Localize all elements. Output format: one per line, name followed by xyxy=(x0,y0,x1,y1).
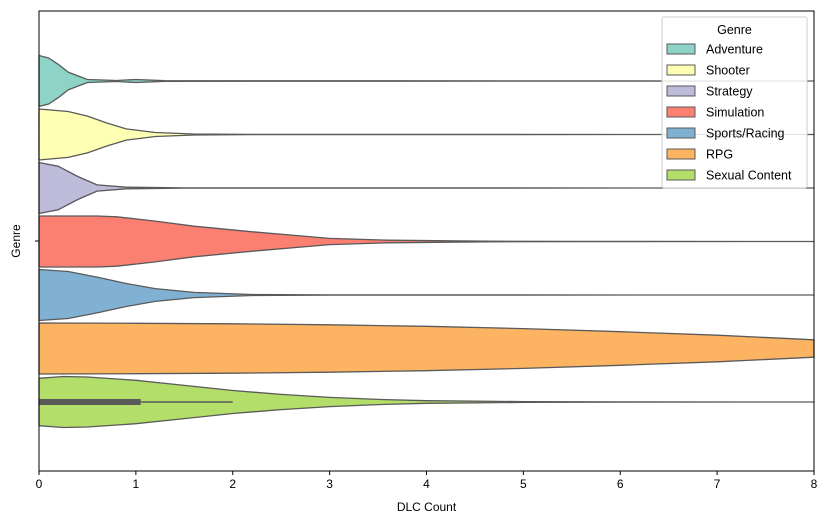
legend-swatch-3 xyxy=(666,106,696,118)
violin-1 xyxy=(38,108,815,161)
violin-2 xyxy=(38,161,815,215)
x-tick-label: 1 xyxy=(133,477,140,491)
legend-swatch-0 xyxy=(666,43,696,55)
x-tick-label: 8 xyxy=(811,477,818,491)
legend-label-1: Shooter xyxy=(706,64,750,78)
legend-label-5: RPG xyxy=(706,148,733,162)
legend-label-2: Strategy xyxy=(706,85,753,99)
violin-3 xyxy=(38,215,815,268)
legend-label-3: Simulation xyxy=(706,106,764,120)
legend-label-4: Sports/Racing xyxy=(706,127,785,141)
legend-swatch-2 xyxy=(666,85,696,97)
violin-4 xyxy=(38,268,815,322)
x-tick-label: 3 xyxy=(326,477,333,491)
legend-box xyxy=(661,16,808,189)
x-tick-label: 0 xyxy=(36,477,43,491)
x-axis-label: DLC Count xyxy=(397,500,457,514)
legend-swatch-4 xyxy=(666,127,696,139)
x-tick-label: 5 xyxy=(520,477,527,491)
violin-6 xyxy=(38,375,815,429)
legend-swatch-1 xyxy=(666,64,696,76)
legend-items: Adventure Shooter Strategy Simulation Sports… xyxy=(666,43,792,183)
x-tick-label: 4 xyxy=(423,477,430,491)
legend-swatch-5 xyxy=(666,148,696,160)
legend: Genre Adventure Shooter Strategy Simulation… xyxy=(661,16,808,189)
x-axis-ticks: 0 1 2 3 4 5 6 7 8 xyxy=(36,471,818,491)
legend-label-0: Adventure xyxy=(706,43,763,57)
violin-0 xyxy=(38,54,815,108)
violin-group xyxy=(38,54,815,429)
violin-5 xyxy=(38,322,815,375)
x-tick-label: 7 xyxy=(714,477,721,491)
violin-box-6 xyxy=(39,399,141,405)
legend-label-6: Sexual Content xyxy=(706,169,792,183)
legend-title: Genre xyxy=(717,23,752,37)
x-tick-label: 2 xyxy=(229,477,236,491)
y-axis-label: Genre xyxy=(9,224,23,258)
x-tick-label: 6 xyxy=(617,477,624,491)
legend-swatch-6 xyxy=(666,169,696,181)
